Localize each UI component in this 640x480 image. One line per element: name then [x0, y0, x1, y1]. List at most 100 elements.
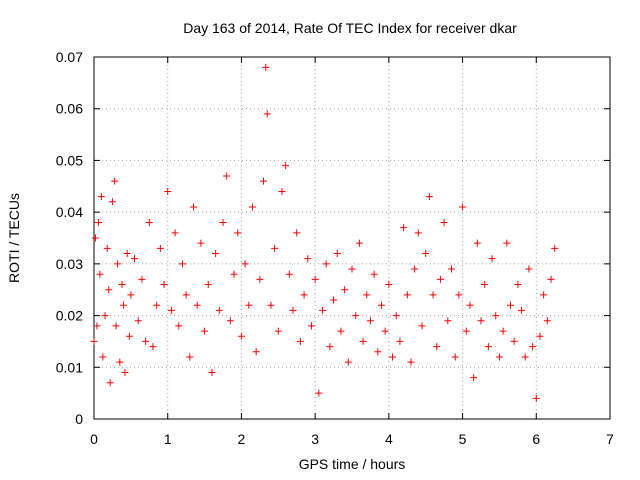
- data-point: [241, 260, 249, 268]
- data-point: [462, 327, 470, 335]
- data-point: [164, 187, 172, 195]
- y-tick-label: 0.03: [56, 256, 83, 272]
- data-point: [285, 270, 293, 278]
- data-point: [99, 353, 107, 361]
- data-point: [492, 312, 500, 320]
- plot-frame: [93, 56, 611, 420]
- data-point: [403, 291, 411, 299]
- data-point: [119, 301, 127, 309]
- data-point: [315, 389, 323, 397]
- data-point: [256, 275, 264, 283]
- data-point: [499, 327, 507, 335]
- data-point: [123, 250, 131, 258]
- data-point: [451, 353, 459, 361]
- data-point: [197, 239, 205, 247]
- data-point: [359, 337, 367, 345]
- data-point: [108, 198, 116, 206]
- data-point: [149, 343, 157, 351]
- data-point: [245, 301, 253, 309]
- data-point: [208, 368, 216, 376]
- data-point: [414, 229, 422, 237]
- data-point: [337, 327, 345, 335]
- data-point: [521, 353, 529, 361]
- data-point: [237, 332, 245, 340]
- data-point: [495, 353, 503, 361]
- data-point: [466, 301, 474, 309]
- data-point: [293, 229, 301, 237]
- data-point: [506, 301, 514, 309]
- data-point: [167, 306, 175, 314]
- data-point: [282, 162, 290, 170]
- data-point: [223, 172, 231, 180]
- data-point: [248, 203, 256, 211]
- x-tick-label: 3: [311, 431, 319, 447]
- data-point: [396, 337, 404, 345]
- data-point: [114, 260, 122, 268]
- data-point: [547, 275, 555, 283]
- x-tick-label: 7: [606, 431, 614, 447]
- y-tick-label: 0: [75, 411, 83, 427]
- data-point: [230, 270, 238, 278]
- chart-title: Day 163 of 2014, Rate Of TEC Index for r…: [183, 20, 517, 36]
- data-point: [510, 337, 518, 345]
- data-point: [106, 379, 114, 387]
- data-point: [111, 177, 119, 185]
- y-tick-label: 0.02: [56, 308, 83, 324]
- grid-lines: [94, 57, 610, 419]
- data-point: [112, 322, 120, 330]
- data-point: [153, 301, 161, 309]
- data-point: [532, 394, 540, 402]
- data-point: [96, 270, 104, 278]
- x-tick-label: 0: [90, 431, 98, 447]
- data-point: [525, 265, 533, 273]
- data-point: [103, 244, 111, 252]
- data-point: [326, 343, 334, 351]
- data-point: [204, 281, 212, 289]
- data-point: [90, 337, 98, 345]
- data-point: [344, 358, 352, 366]
- data-point: [212, 250, 220, 258]
- data-point: [333, 250, 341, 258]
- data-point: [352, 312, 360, 320]
- data-point: [215, 306, 223, 314]
- data-point: [422, 250, 430, 258]
- data-point: [145, 218, 153, 226]
- data-point: [142, 337, 150, 345]
- data-point: [296, 337, 304, 345]
- data-point: [551, 244, 559, 252]
- data-point: [97, 193, 105, 201]
- data-point: [370, 270, 378, 278]
- y-tick-label: 0.07: [56, 49, 83, 65]
- data-point: [304, 255, 312, 263]
- data-point: [529, 343, 537, 351]
- data-point: [178, 260, 186, 268]
- data-point: [536, 332, 544, 340]
- data-point: [381, 327, 389, 335]
- data-point: [374, 348, 382, 356]
- data-point: [540, 291, 548, 299]
- data-point: [201, 327, 209, 335]
- data-point: [93, 322, 101, 330]
- data-point: [425, 193, 433, 201]
- data-point: [91, 234, 99, 242]
- data-point: [219, 218, 227, 226]
- data-point: [311, 275, 319, 283]
- data-point: [156, 244, 164, 252]
- data-point: [330, 296, 338, 304]
- y-tick-label: 0.01: [56, 359, 83, 375]
- data-point: [400, 224, 408, 232]
- data-point: [186, 353, 194, 361]
- data-point: [252, 348, 260, 356]
- data-point: [274, 327, 282, 335]
- data-point: [234, 229, 242, 237]
- data-point: [118, 281, 126, 289]
- data-point: [300, 291, 308, 299]
- data-point: [436, 275, 444, 283]
- data-point: [267, 301, 275, 309]
- data-point: [263, 110, 271, 118]
- data-point: [488, 255, 496, 263]
- data-point: [473, 239, 481, 247]
- data-point: [322, 260, 330, 268]
- y-tick-label: 0.05: [56, 152, 83, 168]
